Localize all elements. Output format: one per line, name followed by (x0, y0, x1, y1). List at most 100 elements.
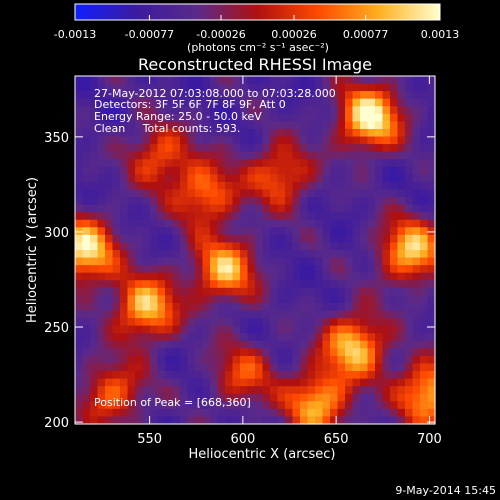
heatmap-cell (427, 280, 436, 289)
heatmap-cell (427, 159, 436, 168)
heatmap-cell (270, 333, 279, 342)
heatmap-cell (135, 204, 144, 213)
heatmap-cell (127, 106, 136, 115)
heatmap-cell (427, 408, 436, 418)
heatmap-cell (90, 197, 99, 206)
heatmap-cell (210, 227, 219, 236)
heatmap-cell (367, 166, 376, 175)
heatmap-cell (127, 98, 136, 107)
heatmap-cell (270, 401, 279, 410)
heatmap-cell (330, 393, 339, 402)
heatmap-cell (75, 166, 84, 175)
heatmap-cell (427, 348, 436, 357)
heatmap-cell (247, 287, 256, 296)
heatmap-cell (367, 401, 376, 410)
x-axis-label: Heliocentric X (arcsec) (189, 447, 336, 462)
heatmap-cell (172, 151, 181, 160)
heatmap-cell (412, 151, 421, 160)
heatmap-cell (397, 386, 406, 395)
heatmap-cell (300, 174, 309, 183)
heatmap-cell (90, 378, 99, 387)
heatmap-cell (105, 250, 114, 259)
heatmap-cell (142, 189, 151, 198)
heatmap-cell (285, 250, 294, 259)
heatmap-cell (315, 265, 324, 274)
heatmap-cell (157, 98, 166, 107)
heatmap-cell (285, 386, 294, 395)
heatmap-cell (292, 371, 301, 380)
heatmap-cell (240, 340, 249, 349)
heatmap-cell (187, 325, 196, 334)
heatmap-cell (195, 325, 204, 334)
heatmap-cell (217, 250, 226, 259)
heatmap-cell (382, 234, 391, 244)
heatmap-cell (150, 151, 159, 160)
heatmap-cell (405, 393, 414, 402)
heatmap-cell (420, 386, 429, 395)
heatmap-cell (97, 189, 106, 198)
heatmap-cell (172, 128, 181, 138)
heatmap-cell (180, 295, 189, 304)
heatmap-cell (97, 113, 106, 122)
heatmap-cell (352, 265, 361, 274)
heatmap-cell (82, 242, 91, 251)
heatmap-cell (240, 393, 249, 402)
heatmap-cell (180, 272, 189, 281)
heatmap-cell (307, 295, 316, 304)
heatmap-cell (315, 227, 324, 236)
heatmap-cell (217, 91, 226, 100)
heatmap-cell (202, 355, 211, 365)
heatmap-cell (75, 393, 84, 402)
heatmap-cell (255, 280, 264, 289)
heatmap-cell (232, 325, 241, 334)
heatmap-cell (172, 234, 181, 244)
heatmap-cell (112, 242, 121, 251)
heatmap-cell (262, 128, 271, 138)
heatmap-cell (345, 219, 354, 228)
heatmap-cell (315, 386, 324, 395)
heatmap-cell (82, 166, 91, 175)
heatmap-cell (397, 295, 406, 304)
heatmap-cell (270, 166, 279, 175)
heatmap-cell (225, 106, 234, 115)
heatmap-cell (120, 393, 129, 402)
heatmap-cell (315, 197, 324, 206)
heatmap-cell (300, 416, 309, 425)
heatmap-cell (142, 128, 151, 138)
heatmap-cell (345, 280, 354, 289)
heatmap-cell (142, 333, 151, 342)
heatmap-cell (300, 144, 309, 153)
heatmap-cell (97, 295, 106, 304)
heatmap-cell (195, 83, 204, 92)
heatmap-cell (367, 363, 376, 372)
heatmap-cell (90, 371, 99, 380)
heatmap-cell (180, 348, 189, 357)
heatmap-cell (232, 242, 241, 251)
heatmap-cell (412, 257, 421, 266)
heatmap-cell (135, 355, 144, 365)
heatmap-cell (172, 204, 181, 213)
heatmap-cell (202, 204, 211, 213)
heatmap-cell (217, 295, 226, 304)
heatmap-cell (262, 257, 271, 266)
heatmap-cell (180, 340, 189, 349)
heatmap-cell (420, 416, 429, 425)
heatmap-cell (427, 106, 436, 115)
heatmap-cell (300, 265, 309, 274)
heatmap-cell (285, 378, 294, 387)
heatmap-cell (97, 408, 106, 418)
heatmap-cell (247, 355, 256, 365)
heatmap-cell (367, 136, 376, 145)
heatmap-cell (82, 363, 91, 372)
heatmap-cell (405, 242, 414, 251)
heatmap-cell (337, 219, 346, 228)
heatmap-cell (247, 204, 256, 213)
y-tick-label: 300 (44, 226, 69, 241)
heatmap-cell (180, 393, 189, 402)
heatmap-cell (82, 212, 91, 221)
heatmap-cell (420, 393, 429, 402)
heatmap-cell (420, 98, 429, 107)
heatmap-cell (157, 113, 166, 122)
heatmap-cell (307, 378, 316, 387)
heatmap-cell (390, 151, 399, 160)
